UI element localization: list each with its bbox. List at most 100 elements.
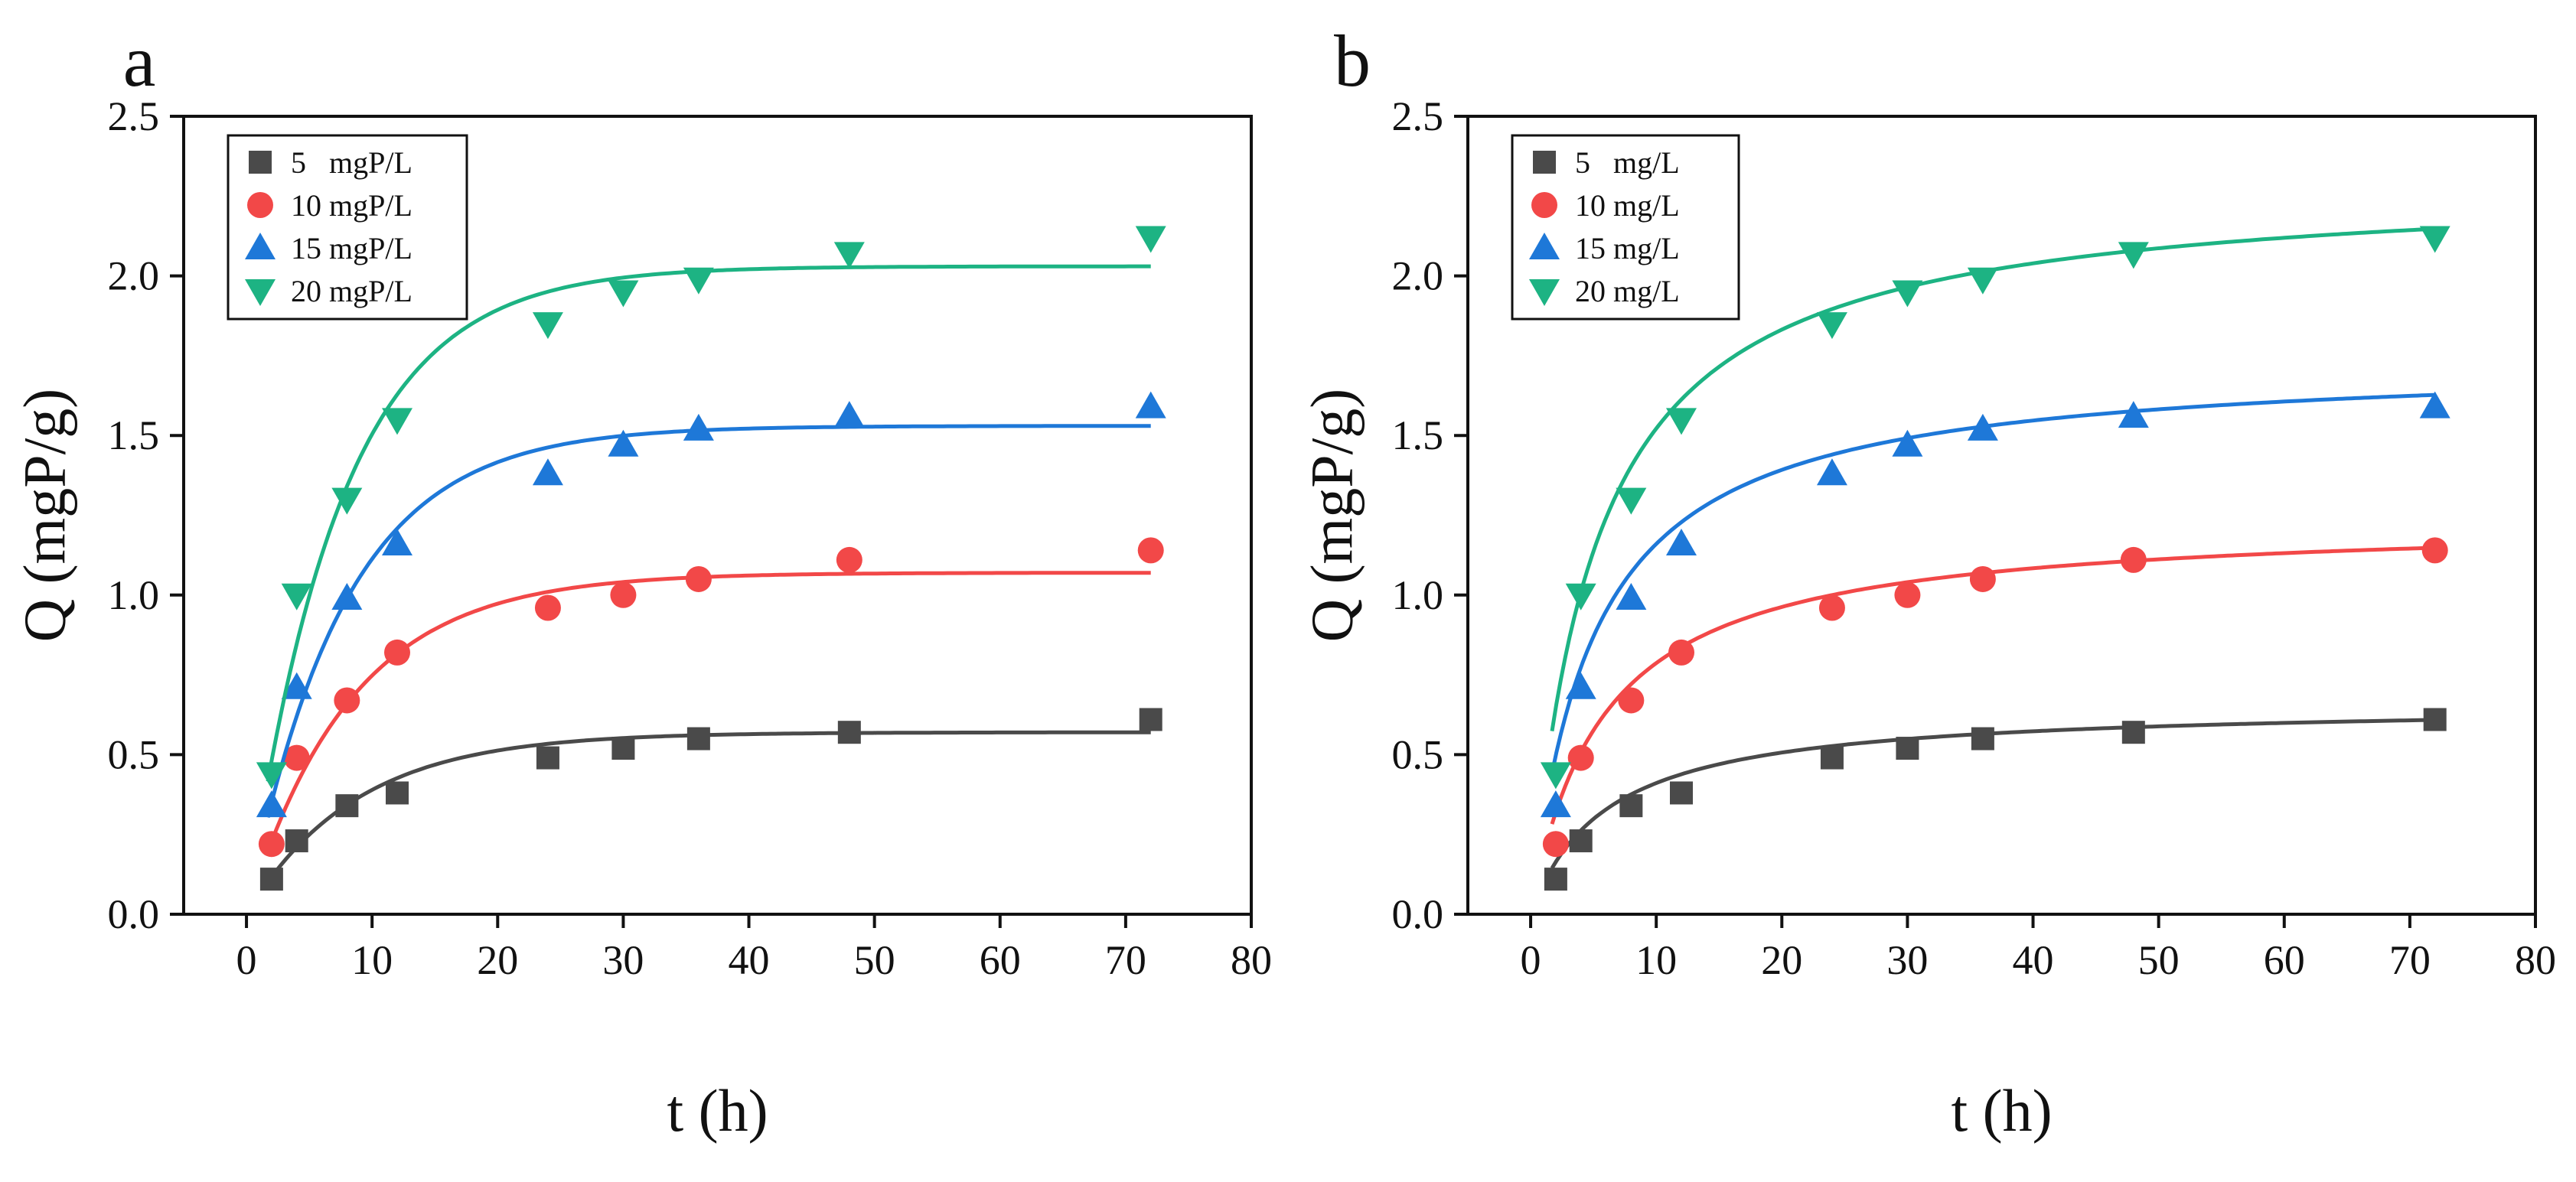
data-point-series-1 bbox=[611, 737, 635, 760]
y-axis-title: Q (mgP/g) bbox=[11, 389, 78, 643]
data-point-series-2 bbox=[1618, 687, 1645, 714]
y-tick-label: 0.0 bbox=[1392, 891, 1444, 937]
data-point-series-1 bbox=[1670, 781, 1693, 805]
data-point-series-4 bbox=[1666, 408, 1697, 435]
data-point-series-3 bbox=[1565, 672, 1596, 699]
data-point-series-3 bbox=[1616, 582, 1647, 610]
data-point-series-3 bbox=[2419, 391, 2450, 418]
data-point-series-3 bbox=[1892, 429, 1923, 457]
data-point-series-4 bbox=[1816, 312, 1847, 340]
x-tick-label: 30 bbox=[602, 937, 644, 983]
data-point-series-3 bbox=[331, 582, 363, 610]
x-tick-label: 70 bbox=[2389, 937, 2431, 983]
data-point-series-2 bbox=[1894, 581, 1921, 608]
fit-line-series-3 bbox=[266, 424, 1151, 819]
data-point-series-1 bbox=[1139, 708, 1162, 731]
data-point-series-3 bbox=[1816, 458, 1847, 486]
data-point-series-3 bbox=[1967, 413, 1998, 441]
data-point-series-2 bbox=[258, 831, 285, 858]
legend-marker bbox=[247, 192, 273, 218]
data-point-series-4 bbox=[331, 487, 363, 515]
data-point-series-1 bbox=[2423, 708, 2447, 731]
data-point-series-3 bbox=[382, 529, 412, 556]
data-point-series-2 bbox=[1969, 565, 1996, 592]
legend-label: 20 mg/L bbox=[1575, 274, 1680, 308]
data-point-series-2 bbox=[384, 639, 410, 666]
legend-marker bbox=[1531, 192, 1557, 218]
legend-label: 15 mgP/L bbox=[291, 231, 412, 265]
data-point-series-4 bbox=[608, 280, 639, 308]
data-point-series-1 bbox=[686, 727, 710, 751]
x-tick-label: 0 bbox=[236, 937, 257, 983]
data-point-series-3 bbox=[683, 413, 714, 441]
x-tick-label: 20 bbox=[477, 937, 518, 983]
legend-marker bbox=[1529, 279, 1560, 306]
legend-marker bbox=[249, 151, 272, 174]
data-point-series-1 bbox=[2121, 721, 2145, 744]
data-point-series-2 bbox=[2421, 537, 2448, 564]
panel-letter: b bbox=[1334, 20, 1371, 102]
data-point-series-4 bbox=[532, 312, 563, 340]
data-point-series-4 bbox=[1135, 226, 1166, 253]
x-tick-label: 60 bbox=[980, 937, 1021, 983]
legend-marker bbox=[1529, 233, 1560, 259]
y-tick-label: 0.5 bbox=[1392, 731, 1444, 777]
x-tick-label: 80 bbox=[1231, 937, 1272, 983]
data-point-series-2 bbox=[1818, 594, 1845, 621]
x-tick-label: 80 bbox=[2515, 937, 2556, 983]
x-tick-label: 50 bbox=[854, 937, 895, 983]
data-point-series-1 bbox=[837, 721, 861, 744]
data-point-series-3 bbox=[2118, 401, 2149, 428]
chart-panel-b: b 0 10 20 30 40 50 60 70 80 0.0 0.5 1.0 1.5 2.0 2.5 t (h… bbox=[1299, 20, 2557, 1144]
data-point-series-1 bbox=[386, 781, 409, 805]
legend-label: 15 mg/L bbox=[1575, 231, 1680, 265]
data-point-series-1 bbox=[259, 868, 283, 891]
data-point-series-1 bbox=[335, 794, 359, 818]
y-axis-title: Q (mgP/g) bbox=[1299, 389, 1365, 643]
data-point-series-3 bbox=[256, 790, 287, 818]
data-point-series-2 bbox=[836, 546, 862, 573]
data-point-series-3 bbox=[1540, 790, 1571, 818]
y-tick-label: 2.5 bbox=[1392, 93, 1444, 139]
x-tick-label: 40 bbox=[2013, 937, 2054, 983]
data-point-series-1 bbox=[1569, 829, 1593, 853]
data-point-series-2 bbox=[283, 744, 310, 771]
data-point-series-3 bbox=[1666, 529, 1697, 556]
data-point-series-4 bbox=[382, 408, 412, 435]
data-point-series-2 bbox=[1567, 744, 1594, 771]
x-tick-label: 30 bbox=[1886, 937, 1928, 983]
y-tick-label: 1.5 bbox=[108, 412, 160, 458]
y-tick-label: 0.5 bbox=[108, 731, 160, 777]
data-point-series-3 bbox=[833, 401, 865, 428]
data-point-series-1 bbox=[536, 746, 559, 770]
y-tick-label: 1.5 bbox=[1392, 412, 1444, 458]
data-point-series-2 bbox=[610, 581, 637, 608]
y-tick-label: 1.0 bbox=[108, 572, 160, 618]
data-point-series-4 bbox=[2118, 242, 2149, 269]
x-axis-title: t (h) bbox=[1951, 1077, 2052, 1144]
y-tick-label: 1.0 bbox=[1392, 572, 1444, 618]
data-point-series-4 bbox=[256, 762, 287, 790]
x-tick-label: 10 bbox=[1635, 937, 1677, 983]
data-point-series-3 bbox=[532, 458, 563, 486]
y-tick-label: 0.0 bbox=[108, 891, 160, 937]
data-point-series-4 bbox=[281, 583, 312, 611]
data-point-series-4 bbox=[833, 242, 865, 269]
data-point-series-4 bbox=[1892, 280, 1923, 308]
x-tick-label: 10 bbox=[351, 937, 393, 983]
legend-label: 10 mg/L bbox=[1575, 188, 1680, 223]
data-point-series-2 bbox=[685, 565, 712, 592]
data-point-series-2 bbox=[1668, 639, 1694, 666]
legend-label: 5 mgP/L bbox=[291, 145, 412, 180]
x-tick-label: 50 bbox=[2138, 937, 2180, 983]
y-tick-label: 2.0 bbox=[108, 253, 160, 299]
data-point-series-4 bbox=[2419, 226, 2450, 253]
data-point-series-4 bbox=[1565, 583, 1596, 611]
fit-line-series-1 bbox=[266, 730, 1151, 884]
data-point-series-2 bbox=[1137, 537, 1164, 564]
data-point-series-2 bbox=[2120, 546, 2147, 573]
y-tick-label: 2.0 bbox=[1392, 253, 1444, 299]
data-point-series-3 bbox=[608, 429, 639, 457]
legend-marker bbox=[245, 279, 276, 306]
